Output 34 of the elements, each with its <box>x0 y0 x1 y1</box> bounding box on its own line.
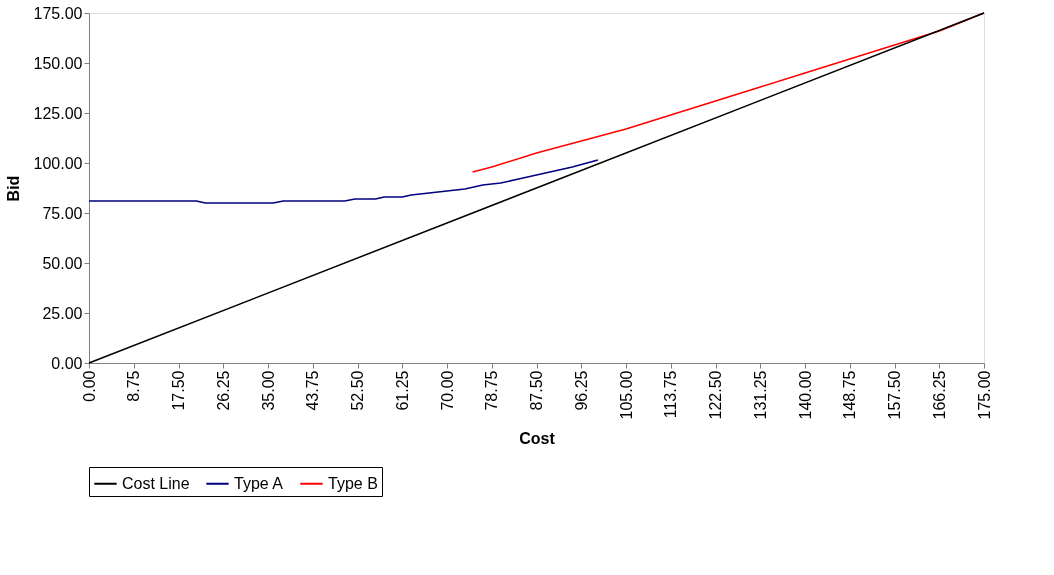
x-tick-label: 43.75 <box>304 370 322 411</box>
x-tick-label: 148.75 <box>841 370 859 420</box>
y-tick-label: 75.00 <box>42 204 83 222</box>
x-tick-label: 122.50 <box>707 370 724 420</box>
x-tick-label: 175.00 <box>975 370 993 420</box>
x-tick-label: 131.25 <box>751 370 769 420</box>
x-tick-label: 17.50 <box>170 370 187 411</box>
y-tick-label: 50.00 <box>42 254 83 272</box>
x-tick-label: 166.25 <box>930 370 948 420</box>
x-tick-label: 35.00 <box>259 370 277 411</box>
x-tick-label: 105.00 <box>617 370 635 420</box>
y-tick-label: 175.00 <box>33 4 83 22</box>
x-tick-label: 140.00 <box>796 370 814 420</box>
y-tick-label: 25.00 <box>42 304 83 322</box>
legend-label: Type A <box>234 474 284 492</box>
line-series <box>88 159 599 204</box>
legend-label: Cost Line <box>122 474 190 492</box>
x-tick-label: 78.75 <box>483 370 501 411</box>
x-tick-label: 70.00 <box>438 370 456 411</box>
x-tick-label: 8.75 <box>125 370 143 402</box>
x-tick-label: 26.25 <box>214 370 232 411</box>
legend-label: Type B <box>328 474 378 492</box>
x-tick-label: 96.25 <box>572 370 590 411</box>
x-tick-label: 61.25 <box>393 370 411 411</box>
y-tick-label: 125.00 <box>33 104 83 122</box>
x-axis-title: Cost <box>519 430 556 448</box>
x-tick-label: 52.50 <box>349 370 366 411</box>
x-tick-label: 157.50 <box>886 370 903 420</box>
y-tick-label: 100.00 <box>33 154 83 172</box>
y-tick-label: 150.00 <box>33 54 83 72</box>
x-tick-label: 87.50 <box>528 370 545 411</box>
y-tick-label: 0.00 <box>51 354 83 372</box>
x-tick-label: 113.75 <box>662 370 680 419</box>
y-axis-title: Bid <box>4 175 22 202</box>
